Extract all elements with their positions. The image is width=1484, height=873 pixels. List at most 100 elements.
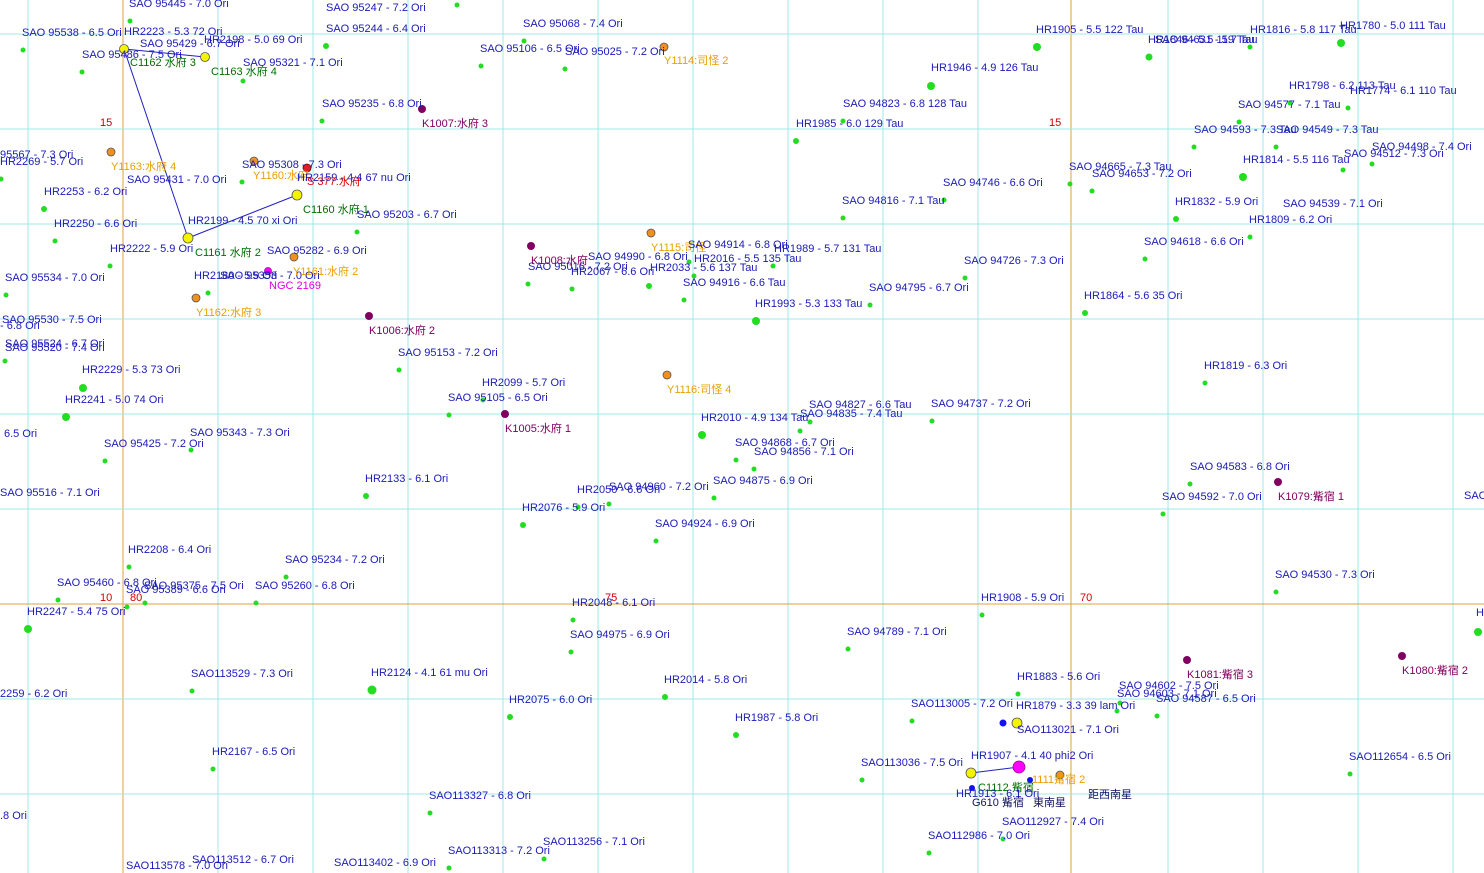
- star-dot: [1187, 481, 1193, 487]
- star-label: HR2076 - 5.9 Ori: [522, 502, 605, 514]
- star-label: HR2180 - 5.9 Ori: [194, 270, 277, 282]
- star-label: SAO 95520 - 7.4 Ori: [5, 342, 105, 354]
- star-dot: [501, 410, 509, 418]
- star-label: HR2159 - 4.4 67 nu Ori: [297, 172, 411, 184]
- star-label: HR1774 - 6.1 110 Tau: [1350, 85, 1457, 97]
- star-label: 6.5 Ori: [4, 428, 37, 440]
- star-label: HR2133 - 6.1 Ori: [365, 473, 448, 485]
- star-label: 東南星: [1033, 796, 1066, 809]
- star-dot: [867, 302, 873, 308]
- grid-label: 80: [130, 592, 142, 604]
- star-label: SAO 95486 - 7.5 Ori: [82, 49, 182, 61]
- star-dot: [1287, 100, 1293, 106]
- star-dot: [1012, 760, 1026, 774]
- star-label: SAO 95375 - 7.5 Ori: [144, 580, 244, 592]
- star-label: C1163 水府 4: [211, 64, 277, 78]
- star-label: SAO 95429 - 6.7 Ori: [140, 38, 240, 50]
- star-label: K1008:水府: [531, 253, 588, 267]
- star-dot: [2, 358, 8, 364]
- star-label: HR1809 - 6.2 Ori: [1249, 214, 1332, 226]
- star-label: SAO 94827 - 6.6 Tau: [809, 399, 912, 411]
- star-dot: [1114, 708, 1120, 714]
- star-label: HR1780 - 5.0 111 Tau: [1340, 20, 1446, 32]
- star-dot: [1247, 234, 1253, 240]
- star-label: SAO 95244 - 6.4 Ori: [326, 23, 426, 35]
- star-dot: [733, 457, 739, 463]
- star-dot: [478, 63, 484, 69]
- star-label: SAO 94875 - 6.9 Ori: [713, 475, 813, 487]
- star-dot: [1474, 628, 1482, 636]
- star-label: SAO 95343 - 7.3 Ori: [190, 427, 290, 439]
- star-label: SAO 94835 - 7.4 Tau: [800, 408, 903, 420]
- star-label: SAO 94990 - 6.8 Ori: [588, 251, 688, 263]
- star-label: HR1846 - 5.5 119 Tau: [1148, 34, 1255, 46]
- star-label: SAO 95235 - 6.8 Ori: [322, 98, 422, 110]
- star-dot: [354, 229, 360, 235]
- star-dot: [55, 597, 61, 603]
- star-label: C1160 水府 1: [303, 202, 369, 216]
- star-dot: [646, 228, 656, 238]
- star-label: HR1905 - 5.5 122 Tau: [1036, 24, 1143, 36]
- star-label: SAO 94823 - 6.8 128 Tau: [843, 98, 967, 110]
- star-label: SAO 95025 - 7.2 Ori: [565, 46, 665, 58]
- star-label: SAO 95534 - 7.0 Ori: [5, 272, 105, 284]
- star-dot: [365, 312, 373, 320]
- star-label: Y1163:水府 4: [111, 159, 176, 173]
- star-label: SAO 94530 - 7.3 Ori: [1275, 569, 1375, 581]
- star-dot: [205, 290, 211, 296]
- star-dot: [240, 78, 246, 84]
- star-label: HR2067 - 6.6 Ori: [571, 266, 654, 278]
- star-dot: [1236, 119, 1242, 125]
- star-label: Y1114:司怪 2: [664, 53, 728, 67]
- star-label: SAO112654 - 6.5 Ori: [1349, 751, 1451, 763]
- star-label: HR2229 - 5.3 73 Ori: [82, 364, 180, 376]
- star-label: HR1879 - 3.3 39 lam Ori: [1016, 700, 1135, 712]
- star-label: HR2167 - 6.5 Ori: [212, 746, 295, 758]
- star-label: SAO 95431 - 7.0 Ori: [127, 174, 227, 186]
- star-label: S 377:水府: [307, 174, 361, 188]
- star-dot: [941, 197, 947, 203]
- star-dot: [323, 43, 329, 49]
- star-label: SAO 95516 - 7.1 Ori: [0, 487, 100, 499]
- star-label: C1112 觜宿: [978, 780, 1034, 794]
- star-dot: [1183, 656, 1191, 664]
- star-dot: [929, 418, 935, 424]
- star-dot: [1247, 44, 1253, 50]
- star-dot: [807, 419, 813, 425]
- star-label: .8 Ori: [0, 810, 27, 822]
- star-dot: [0, 176, 4, 182]
- star-label: SAO 95538 - 6.5 Ori: [22, 27, 122, 39]
- star-label: HR2222 - 5.9 Ori: [110, 243, 193, 255]
- star-dot: [653, 538, 659, 544]
- star-dot: [191, 293, 201, 303]
- star-label: HR1907 - 4.1 40 phi2 Ori: [971, 750, 1093, 762]
- star-dot: [1239, 173, 1247, 181]
- star-dot: [367, 685, 377, 695]
- star-dot: [41, 206, 47, 212]
- star-label: SAO112986 - 7.0 Ori: [928, 830, 1030, 842]
- star-dot: [480, 397, 486, 403]
- star-label: HR2198 - 5.0 69 Ori: [204, 34, 302, 46]
- star-dot: [124, 604, 130, 610]
- star-label: HR2253 - 6.2 Ori: [44, 186, 127, 198]
- star-dot: [681, 297, 687, 303]
- star-dot: [840, 118, 846, 124]
- star-label: 2259 - 6.2 Ori: [0, 688, 67, 700]
- grid-label: 15: [100, 117, 112, 129]
- star-dot: [606, 501, 612, 507]
- star-dot: [686, 259, 692, 265]
- star-label: HR1987 - 5.8 Ori: [735, 712, 818, 724]
- star-dot: [659, 42, 669, 52]
- star-label: SAO113512 - 6.7 Ori: [192, 854, 294, 866]
- star-dot: [446, 865, 452, 871]
- star-dot: [396, 367, 402, 373]
- star-dot: [520, 522, 526, 528]
- star-label: SAO 94631 - 5.7 Tau: [1155, 34, 1258, 46]
- star-label: SAO 94549 - 7.3 Tau: [1276, 124, 1379, 136]
- star-label: SAO 94914 - 6.8 Ori: [688, 239, 788, 251]
- star-label: HR2048 - 6.1 Ori: [572, 597, 655, 609]
- grid-label: 75: [605, 592, 617, 604]
- star-dot: [239, 179, 245, 185]
